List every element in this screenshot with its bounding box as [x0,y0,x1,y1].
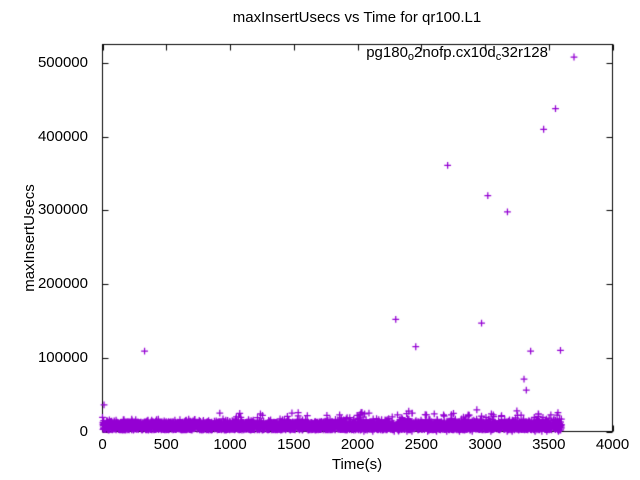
legend: pg180o2nofp.cx10dc32r128 [366,45,548,65]
chart-title: maxInsertUsecs vs Time for qr100.L1 [232,9,482,26]
x-axis-title: Time(s) [331,456,383,473]
x-tick-label: 500 [153,436,179,453]
x-tick-label: 3000 [468,436,502,453]
legend-series-label: pg180o2nofp.cx10dc32r128 [366,44,548,64]
legend-text-segment: 2nofp.cx10d [414,44,496,61]
x-tick-label: 1000 [213,436,247,453]
y-tick-label: 100000 [37,348,88,366]
legend-subscript: c [495,51,502,63]
y-tick-label: 300000 [37,201,88,219]
y-tick-label: 500000 [37,53,88,71]
x-tick-label: 3500 [532,436,566,453]
legend-text-segment: pg180 [366,44,408,61]
x-tick-label: 4000 [595,436,630,453]
y-tick-label: 0 [79,422,88,440]
x-tick-label: 2500 [404,436,438,453]
y-axis-title: maxInsertUsecs [21,184,38,292]
legend-text-segment: 32r128 [501,44,548,61]
y-tick-label: 400000 [37,127,88,145]
x-tick-label: 0 [98,436,107,453]
legend-subscript: o [407,51,415,63]
x-tick-label: 2000 [340,436,375,453]
x-tick-label: 1500 [277,436,311,453]
y-tick-label: 200000 [37,275,88,293]
